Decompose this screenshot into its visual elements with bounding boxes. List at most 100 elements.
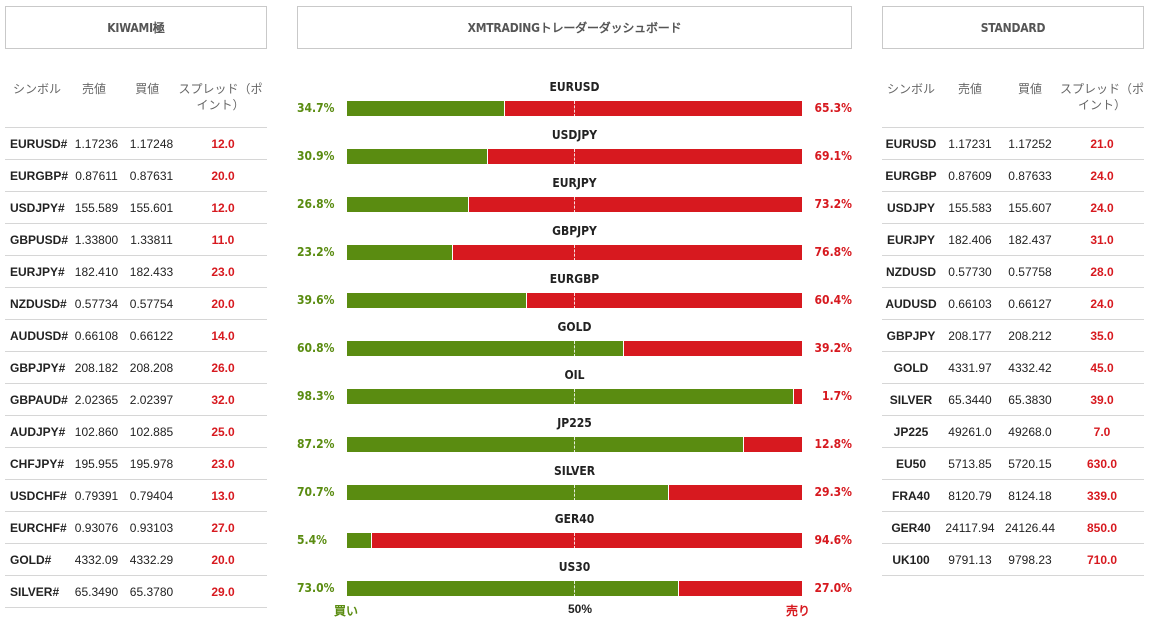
symbol-cell: GER40 bbox=[891, 520, 931, 535]
midpoint-line bbox=[574, 389, 575, 405]
spread-cell: 850.0 bbox=[1086, 520, 1118, 535]
sentiment-row-ger40: GER40 5.4% 94.6% bbox=[297, 508, 852, 556]
buy-percent: 98.3% bbox=[297, 389, 335, 403]
ask-cell: 155.607 bbox=[1008, 200, 1052, 215]
sentiment-row-oil: OIL 98.3% 1.7% bbox=[297, 364, 852, 412]
buy-percent: 39.6% bbox=[297, 293, 335, 307]
buy-bar-fill bbox=[347, 341, 624, 356]
buy-percent: 73.0% bbox=[297, 581, 335, 595]
sentiment-symbol: GER40 bbox=[554, 512, 595, 526]
table-row: EURCHF# 0.93076 0.93103 27.0 bbox=[5, 512, 267, 544]
header-ask: 買値 bbox=[135, 82, 160, 96]
spread-cell: 12.0 bbox=[211, 136, 235, 151]
tab-trader-dashboard[interactable]: XMTRADINGトレーダーダッシュボード bbox=[297, 6, 852, 49]
ask-cell: 1.33811 bbox=[130, 232, 173, 247]
ask-cell: 0.93103 bbox=[129, 520, 174, 535]
header-ask: 買値 bbox=[1017, 82, 1042, 96]
ask-cell: 49268.0 bbox=[1008, 424, 1052, 439]
sell-axis-label: 売り bbox=[786, 604, 811, 618]
bid-cell: 0.66108 bbox=[74, 328, 119, 343]
sentiment-symbol: GBPJPY bbox=[552, 224, 597, 238]
bid-cell: 182.406 bbox=[948, 232, 992, 247]
table-row: JP225 49261.0 49268.0 7.0 bbox=[882, 416, 1144, 448]
symbol-cell: GOLD# bbox=[10, 552, 52, 567]
sell-percent: 73.2% bbox=[814, 197, 852, 211]
table-row: GOLD 4331.97 4332.42 45.0 bbox=[882, 352, 1144, 384]
buy-bar-fill bbox=[347, 197, 469, 212]
bid-cell: 195.955 bbox=[74, 456, 119, 471]
ask-cell: 195.978 bbox=[129, 456, 174, 471]
sell-percent: 94.6% bbox=[814, 533, 852, 547]
symbol-cell: EURUSD bbox=[885, 136, 937, 151]
table-row: EURJPY 182.406 182.437 31.0 bbox=[882, 224, 1144, 256]
bid-cell: 1.17231 bbox=[948, 136, 992, 151]
table-header: シンボル 売値 買値 スプレッド（ポイント） bbox=[882, 76, 1144, 128]
sell-percent: 65.3% bbox=[814, 101, 852, 115]
symbol-cell: AUDUSD bbox=[885, 296, 937, 311]
spread-cell: 24.0 bbox=[1090, 200, 1114, 215]
sentiment-symbol: EURJPY bbox=[552, 176, 597, 190]
midpoint-line bbox=[574, 197, 575, 213]
spread-cell: 14.0 bbox=[211, 328, 235, 343]
sentiment-row-usdjpy: USDJPY 30.9% 69.1% bbox=[297, 124, 852, 172]
kiwami-price-table: シンボル 売値 買値 スプレッド（ポイント） EURUSD# 1.17236 1.1… bbox=[5, 76, 267, 608]
table-row: NZDUSD# 0.57734 0.57754 20.0 bbox=[5, 288, 267, 320]
sentiment-row-eurusd: EURUSD 34.7% 65.3% bbox=[297, 76, 852, 124]
table-row: SILVER# 65.3490 65.3780 29.0 bbox=[5, 576, 267, 608]
symbol-cell: GOLD bbox=[893, 360, 929, 375]
symbol-cell: UK100 bbox=[892, 552, 930, 567]
trader-dashboard: EURUSD 34.7% 65.3% USDJPY 30.9% 69.1% EURJPY 26… bbox=[297, 76, 852, 618]
symbol-cell: GBPJPY# bbox=[10, 360, 66, 375]
spread-cell: 12.0 bbox=[211, 200, 235, 215]
bid-cell: 0.87609 bbox=[948, 168, 992, 183]
tab-kiwami[interactable]: KIWAMI極 bbox=[5, 6, 267, 49]
standard-price-table: シンボル 売値 買値 スプレッド（ポイント） EURUSD 1.17231 1.17… bbox=[882, 76, 1144, 576]
ask-cell: 4332.29 bbox=[129, 552, 174, 567]
buy-bar-fill bbox=[347, 581, 679, 596]
symbol-cell: USDCHF# bbox=[10, 488, 67, 503]
midpoint-axis-label: 50% bbox=[568, 602, 593, 616]
bid-cell: 24117.94 bbox=[945, 520, 995, 535]
table-row: GER40 24117.94 24126.44 850.0 bbox=[882, 512, 1144, 544]
bid-cell: 208.177 bbox=[948, 328, 992, 343]
buy-bar-fill bbox=[347, 533, 372, 548]
spread-cell: 710.0 bbox=[1086, 552, 1118, 567]
bid-cell: 49261.0 bbox=[948, 424, 992, 439]
symbol-cell: GBPUSD# bbox=[10, 232, 69, 247]
table-row: GBPAUD# 2.02365 2.02397 32.0 bbox=[5, 384, 267, 416]
table-row: FRA40 8120.79 8124.18 339.0 bbox=[882, 480, 1144, 512]
spread-cell: 35.0 bbox=[1090, 328, 1114, 343]
bid-cell: 0.87611 bbox=[75, 168, 118, 183]
symbol-cell: JP225 bbox=[893, 424, 929, 439]
bid-cell: 0.93076 bbox=[74, 520, 119, 535]
bid-cell: 155.583 bbox=[948, 200, 992, 215]
bid-cell: 4332.09 bbox=[74, 552, 119, 567]
spread-cell: 39.0 bbox=[1090, 392, 1114, 407]
bid-cell: 0.57734 bbox=[74, 296, 119, 311]
bid-cell: 1.17236 bbox=[74, 136, 119, 151]
bid-cell: 1.33800 bbox=[74, 232, 119, 247]
symbol-cell: EURJPY bbox=[886, 232, 936, 247]
symbol-cell: USDJPY# bbox=[10, 200, 65, 215]
sentiment-symbol: EURUSD bbox=[549, 80, 600, 94]
sentiment-row-eurjpy: EURJPY 26.8% 73.2% bbox=[297, 172, 852, 220]
spread-cell: 29.0 bbox=[211, 584, 235, 599]
sell-percent: 29.3% bbox=[814, 485, 852, 499]
table-row: NZDUSD 0.57730 0.57758 28.0 bbox=[882, 256, 1144, 288]
tab-standard[interactable]: STANDARD bbox=[882, 6, 1144, 49]
ask-cell: 155.601 bbox=[129, 200, 174, 215]
midpoint-line bbox=[574, 341, 575, 357]
sentiment-row-gold: GOLD 60.8% 39.2% bbox=[297, 316, 852, 364]
ask-cell: 1.17248 bbox=[129, 136, 174, 151]
spread-cell: 26.0 bbox=[211, 360, 235, 375]
table-row: GBPJPY# 208.182 208.208 26.0 bbox=[5, 352, 267, 384]
ask-cell: 0.66127 bbox=[1008, 296, 1052, 311]
bid-cell: 4331.97 bbox=[948, 360, 992, 375]
ask-cell: 102.885 bbox=[129, 424, 174, 439]
buy-bar-fill bbox=[347, 101, 505, 116]
ask-cell: 5720.15 bbox=[1008, 456, 1052, 471]
table-row: CHFJPY# 195.955 195.978 23.0 bbox=[5, 448, 267, 480]
header-spread: スプレッド（ポイント） bbox=[1060, 82, 1145, 112]
header-bid: 売値 bbox=[957, 82, 982, 96]
spread-cell: 24.0 bbox=[1090, 296, 1114, 311]
